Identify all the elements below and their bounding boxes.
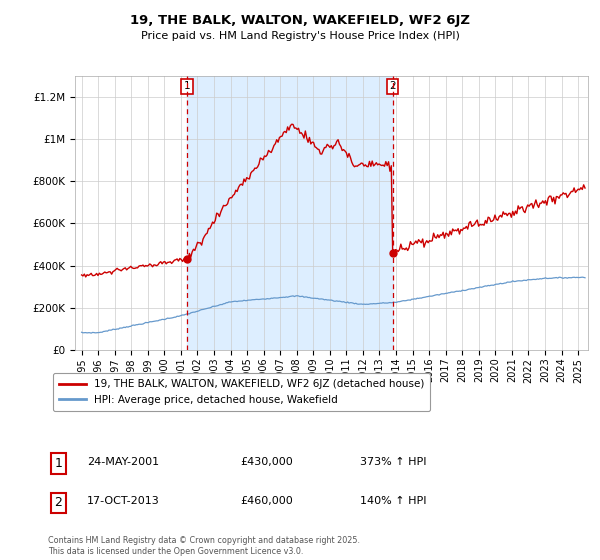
Text: £430,000: £430,000 bbox=[240, 457, 293, 467]
Text: 2: 2 bbox=[55, 496, 62, 510]
Text: 24-MAY-2001: 24-MAY-2001 bbox=[87, 457, 159, 467]
Text: 17-OCT-2013: 17-OCT-2013 bbox=[87, 496, 160, 506]
Text: Contains HM Land Registry data © Crown copyright and database right 2025.
This d: Contains HM Land Registry data © Crown c… bbox=[48, 536, 360, 556]
Text: 19, THE BALK, WALTON, WAKEFIELD, WF2 6JZ: 19, THE BALK, WALTON, WAKEFIELD, WF2 6JZ bbox=[130, 14, 470, 27]
Text: Price paid vs. HM Land Registry's House Price Index (HPI): Price paid vs. HM Land Registry's House … bbox=[140, 31, 460, 41]
Text: 373% ↑ HPI: 373% ↑ HPI bbox=[360, 457, 427, 467]
Text: £460,000: £460,000 bbox=[240, 496, 293, 506]
Text: 1: 1 bbox=[55, 457, 62, 470]
Text: 140% ↑ HPI: 140% ↑ HPI bbox=[360, 496, 427, 506]
Text: 1: 1 bbox=[184, 81, 191, 91]
Legend: 19, THE BALK, WALTON, WAKEFIELD, WF2 6JZ (detached house), HPI: Average price, d: 19, THE BALK, WALTON, WAKEFIELD, WF2 6JZ… bbox=[53, 373, 430, 411]
Bar bbox=[187, 76, 392, 350]
Text: 2: 2 bbox=[389, 81, 396, 91]
